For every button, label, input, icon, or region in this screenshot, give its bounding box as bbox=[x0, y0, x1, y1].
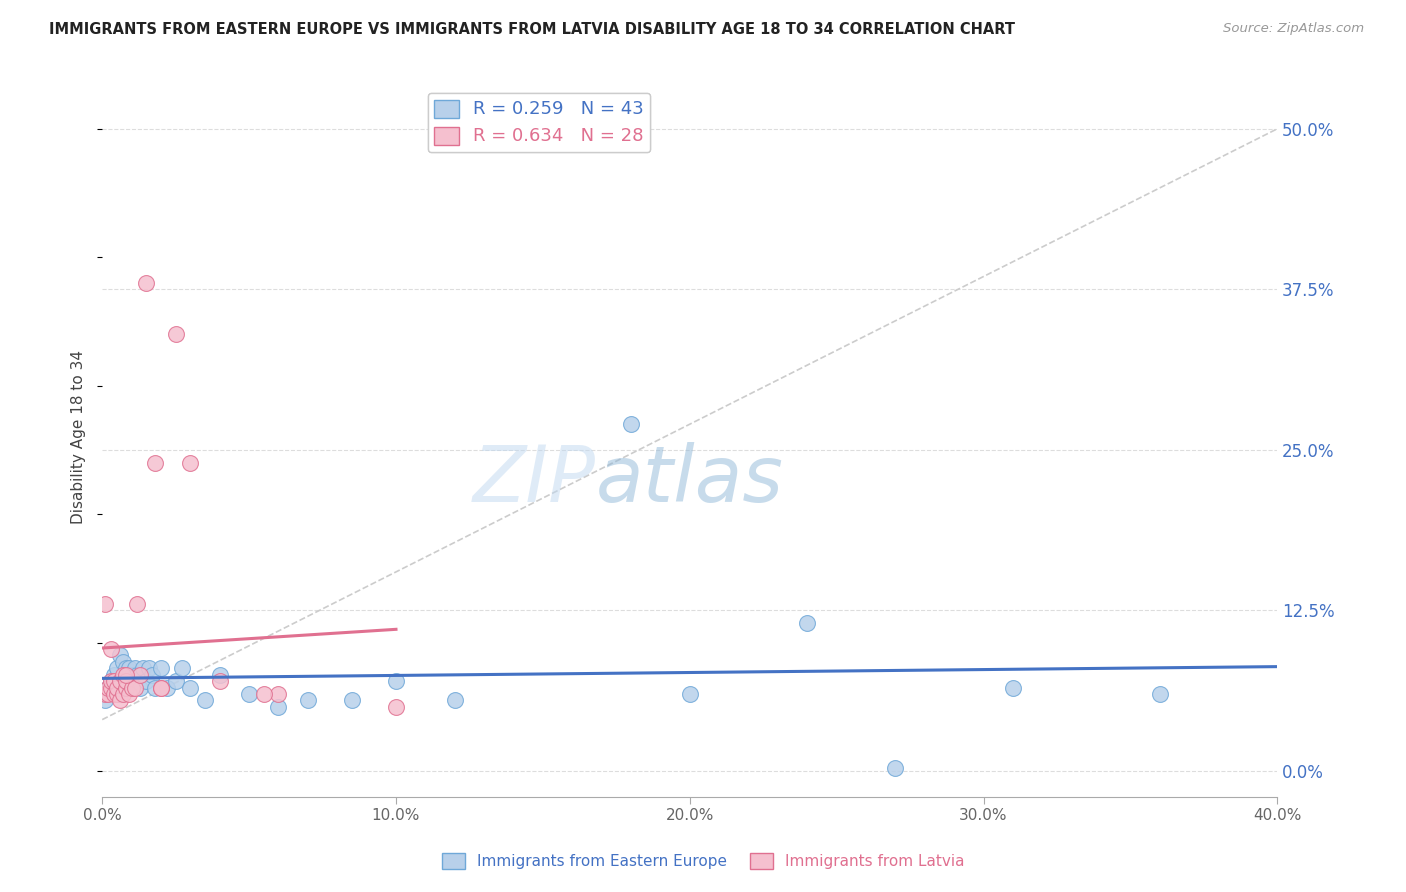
Point bbox=[103, 687, 125, 701]
Y-axis label: Disability Age 18 to 34: Disability Age 18 to 34 bbox=[72, 350, 86, 524]
Point bbox=[208, 674, 231, 689]
Point bbox=[108, 674, 131, 689]
Point bbox=[114, 674, 136, 689]
Point bbox=[127, 667, 149, 681]
Point bbox=[297, 693, 319, 707]
Point bbox=[385, 674, 408, 689]
Point bbox=[105, 687, 128, 701]
Point bbox=[149, 681, 172, 695]
Point bbox=[143, 456, 166, 470]
Point bbox=[238, 687, 260, 701]
Legend: Immigrants from Eastern Europe, Immigrants from Latvia: Immigrants from Eastern Europe, Immigran… bbox=[436, 847, 970, 875]
Point bbox=[103, 674, 125, 689]
Point bbox=[124, 661, 146, 675]
Point bbox=[108, 681, 131, 695]
Point bbox=[114, 661, 136, 675]
Point bbox=[121, 681, 143, 695]
Point bbox=[97, 687, 120, 701]
Point bbox=[111, 655, 134, 669]
Point bbox=[340, 693, 363, 707]
Point bbox=[100, 674, 122, 689]
Point bbox=[129, 667, 152, 681]
Text: ZIP: ZIP bbox=[472, 442, 596, 518]
Point bbox=[105, 661, 128, 675]
Point bbox=[103, 667, 125, 681]
Point bbox=[267, 687, 290, 701]
Point bbox=[114, 667, 136, 681]
Point bbox=[100, 642, 122, 657]
Point bbox=[127, 597, 149, 611]
Point bbox=[194, 693, 217, 707]
Point bbox=[443, 693, 465, 707]
Point bbox=[121, 674, 143, 689]
Point bbox=[170, 661, 193, 675]
Point bbox=[114, 681, 136, 695]
Point bbox=[108, 693, 131, 707]
Point bbox=[105, 681, 128, 695]
Text: IMMIGRANTS FROM EASTERN EUROPE VS IMMIGRANTS FROM LATVIA DISABILITY AGE 18 TO 34: IMMIGRANTS FROM EASTERN EUROPE VS IMMIGR… bbox=[49, 22, 1015, 37]
Point bbox=[94, 687, 117, 701]
Point bbox=[124, 681, 146, 695]
Point bbox=[1001, 681, 1024, 695]
Point bbox=[111, 674, 134, 689]
Point bbox=[118, 681, 141, 695]
Point bbox=[132, 661, 155, 675]
Point bbox=[94, 693, 117, 707]
Point bbox=[156, 681, 179, 695]
Point bbox=[108, 648, 131, 663]
Point bbox=[165, 674, 187, 689]
Point bbox=[149, 681, 172, 695]
Point bbox=[179, 456, 201, 470]
Point bbox=[884, 761, 907, 775]
Point bbox=[141, 667, 163, 681]
Point bbox=[620, 417, 643, 432]
Text: atlas: atlas bbox=[596, 442, 783, 518]
Point bbox=[121, 667, 143, 681]
Point bbox=[267, 699, 290, 714]
Point bbox=[111, 667, 134, 681]
Point bbox=[679, 687, 702, 701]
Point bbox=[100, 681, 122, 695]
Point bbox=[208, 667, 231, 681]
Point bbox=[135, 276, 157, 290]
Point bbox=[105, 687, 128, 701]
Text: Source: ZipAtlas.com: Source: ZipAtlas.com bbox=[1223, 22, 1364, 36]
Point bbox=[118, 687, 141, 701]
Point bbox=[111, 687, 134, 701]
Point bbox=[118, 661, 141, 675]
Point bbox=[129, 681, 152, 695]
Point bbox=[385, 699, 408, 714]
Point bbox=[796, 616, 818, 631]
Point bbox=[100, 674, 122, 689]
Point bbox=[1149, 687, 1171, 701]
Point bbox=[97, 681, 120, 695]
Point bbox=[97, 681, 120, 695]
Point bbox=[114, 667, 136, 681]
Point bbox=[179, 681, 201, 695]
Point bbox=[253, 687, 276, 701]
Point bbox=[138, 661, 160, 675]
Legend: R = 0.259   N = 43, R = 0.634   N = 28: R = 0.259 N = 43, R = 0.634 N = 28 bbox=[427, 93, 650, 152]
Point bbox=[149, 661, 172, 675]
Point bbox=[165, 327, 187, 342]
Point bbox=[135, 674, 157, 689]
Point bbox=[94, 597, 117, 611]
Point bbox=[143, 681, 166, 695]
